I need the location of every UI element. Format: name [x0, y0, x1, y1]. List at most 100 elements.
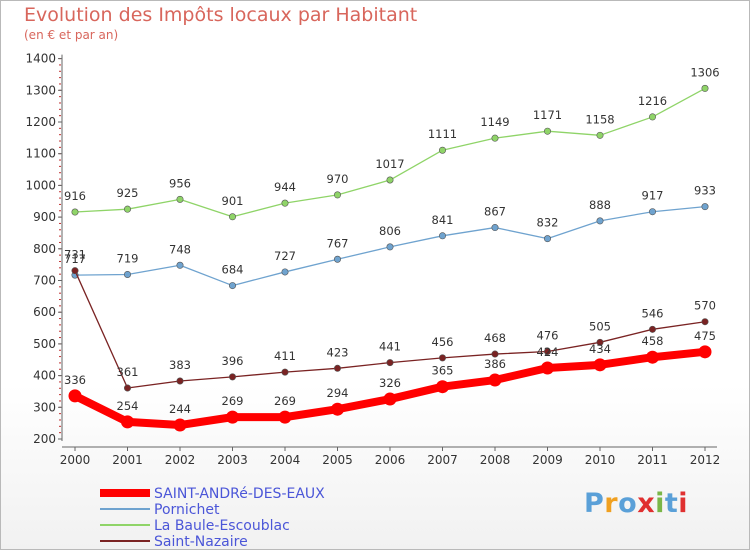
x-tick-label: 2005: [322, 453, 353, 467]
data-label: 383: [169, 358, 191, 372]
data-point: [71, 267, 79, 275]
data-label: 748: [169, 242, 191, 256]
data-label: 944: [274, 180, 296, 194]
data-point: [701, 203, 709, 211]
data-point: [333, 364, 341, 372]
data-label: 867: [484, 205, 506, 219]
data-point: [646, 350, 659, 364]
data-point: [278, 410, 292, 424]
data-point: [491, 350, 499, 358]
data-label: 970: [327, 172, 349, 186]
logo-letter: o: [618, 488, 638, 519]
data-point: [386, 359, 394, 367]
data-label: 933: [694, 184, 716, 198]
data-label: 386: [484, 357, 506, 371]
data-point: [596, 131, 604, 139]
data-label: 475: [694, 329, 716, 343]
data-label: 917: [642, 189, 664, 203]
y-tick-label: 500: [33, 337, 56, 351]
data-label: 1171: [533, 108, 562, 122]
data-label: 254: [117, 399, 139, 413]
y-tick-label: 300: [33, 400, 56, 414]
data-label: 1017: [375, 157, 404, 171]
data-point: [438, 146, 446, 154]
y-tick-label: 1000: [25, 178, 56, 192]
data-point: [281, 268, 289, 276]
chart-title: Evolution des Impôts locaux par Habitant: [24, 4, 418, 26]
logo-letter: r: [604, 488, 619, 519]
data-point: [543, 235, 551, 243]
logo-letter: i: [678, 488, 689, 519]
data-label: 326: [379, 376, 401, 390]
y-tick-label: 200: [33, 432, 56, 446]
data-label: 294: [327, 386, 349, 400]
data-label: 1149: [480, 115, 509, 129]
data-label: 546: [642, 306, 664, 320]
data-label: 505: [589, 319, 611, 333]
logo-letter: t: [664, 488, 679, 519]
data-point: [281, 368, 289, 376]
data-point: [173, 418, 187, 432]
chart-subtitle: (en € et par an): [24, 28, 119, 42]
data-point: [543, 127, 551, 135]
data-label: 956: [169, 176, 191, 190]
data-point: [491, 134, 499, 142]
data-label: 336: [64, 373, 86, 387]
data-label: 767: [327, 236, 349, 250]
logo-letter: x: [637, 488, 656, 519]
data-point: [176, 261, 184, 269]
data-label: 411: [274, 349, 296, 363]
x-tick-label: 2003: [217, 453, 248, 467]
data-point: [541, 361, 554, 375]
legend-label: Pornichet: [154, 502, 220, 518]
data-label: 841: [432, 213, 454, 227]
data-label: 269: [274, 394, 296, 408]
logo-letter: P: [584, 488, 605, 519]
data-label: 244: [169, 402, 191, 416]
data-point: [333, 255, 341, 263]
x-tick-label: 2012: [690, 453, 721, 467]
data-label: 365: [432, 364, 454, 378]
data-point: [648, 325, 656, 333]
data-point: [386, 243, 394, 251]
data-label: 476: [537, 329, 559, 343]
legend-label: Saint-Nazaire: [154, 534, 248, 550]
x-tick-label: 2010: [585, 453, 616, 467]
data-point: [436, 380, 449, 394]
y-tick-label: 700: [33, 274, 56, 288]
data-point: [701, 84, 709, 92]
data-label: 458: [642, 334, 664, 348]
data-point: [226, 410, 239, 424]
x-tick-label: 2007: [427, 453, 458, 467]
x-tick-label: 2006: [375, 453, 406, 467]
data-point: [229, 373, 237, 381]
data-label: 717: [64, 252, 86, 266]
data-label: 719: [117, 251, 139, 265]
data-label: 832: [537, 216, 559, 230]
x-tick-label: 2011: [637, 453, 668, 467]
data-label: 269: [222, 394, 244, 408]
data-point: [648, 113, 656, 121]
data-label: 806: [379, 224, 401, 238]
data-point: [648, 208, 656, 216]
logo-letter: i: [655, 488, 665, 519]
data-label: 1306: [690, 65, 719, 79]
x-tick-label: 2009: [532, 453, 563, 467]
data-label: 456: [432, 335, 454, 349]
y-tick-label: 1400: [25, 52, 56, 66]
data-label: 468: [484, 331, 506, 345]
data-point: [438, 354, 446, 362]
y-tick-label: 900: [33, 210, 56, 224]
data-label: 361: [117, 365, 139, 379]
data-point: [333, 191, 341, 199]
data-point: [543, 348, 551, 356]
x-tick-label: 2000: [60, 453, 91, 467]
data-point: [438, 232, 446, 240]
y-tick-label: 600: [33, 305, 56, 319]
data-point: [124, 205, 132, 213]
data-point: [176, 195, 184, 203]
data-label: 396: [222, 354, 244, 368]
legend-label: SAINT-ANDRé-DES-EAUX: [154, 486, 325, 502]
data-point: [331, 402, 344, 416]
